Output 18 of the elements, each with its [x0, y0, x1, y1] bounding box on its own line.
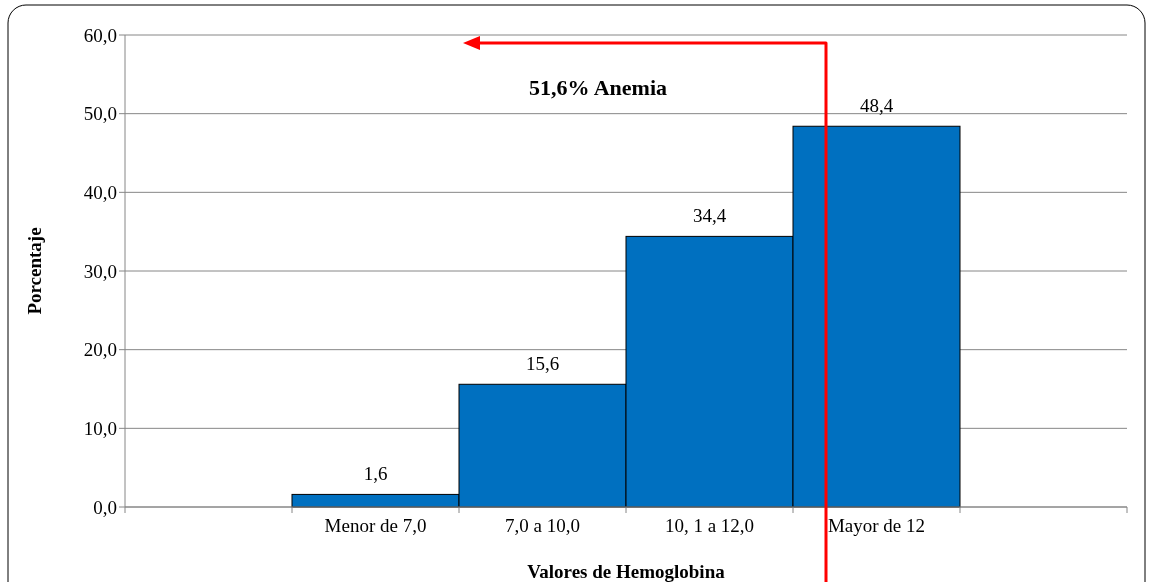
x-tick-label: 7,0 a 10,0 [505, 515, 580, 536]
data-label: 34,4 [692, 205, 727, 227]
data-label: 1,6 [363, 463, 388, 485]
annotation: 51,6% Anemia [528, 75, 668, 100]
x-tick-label: Mayor de 12 [827, 515, 926, 536]
y-tick-label: 10,0 [83, 417, 117, 439]
x-tick-label: 10, 1 a 12,0 [664, 515, 755, 536]
data-label: 15,6 [525, 353, 560, 375]
y-axis-title: Porcentaje [24, 227, 45, 315]
data-label: 48,4 [859, 95, 894, 117]
y-tick-label: 50,0 [83, 103, 117, 125]
y-tick-label: 20,0 [83, 339, 117, 361]
x-tick-label: Menor de 7,0 [324, 515, 427, 536]
y-tick-label: 60,0 [83, 24, 117, 46]
y-tick-label: 0,0 [93, 496, 117, 518]
y-tick-label: 40,0 [83, 181, 117, 203]
y-tick-label: 30,0 [83, 260, 117, 282]
x-axis-title: Valores de Hemoglobina [527, 561, 726, 582]
